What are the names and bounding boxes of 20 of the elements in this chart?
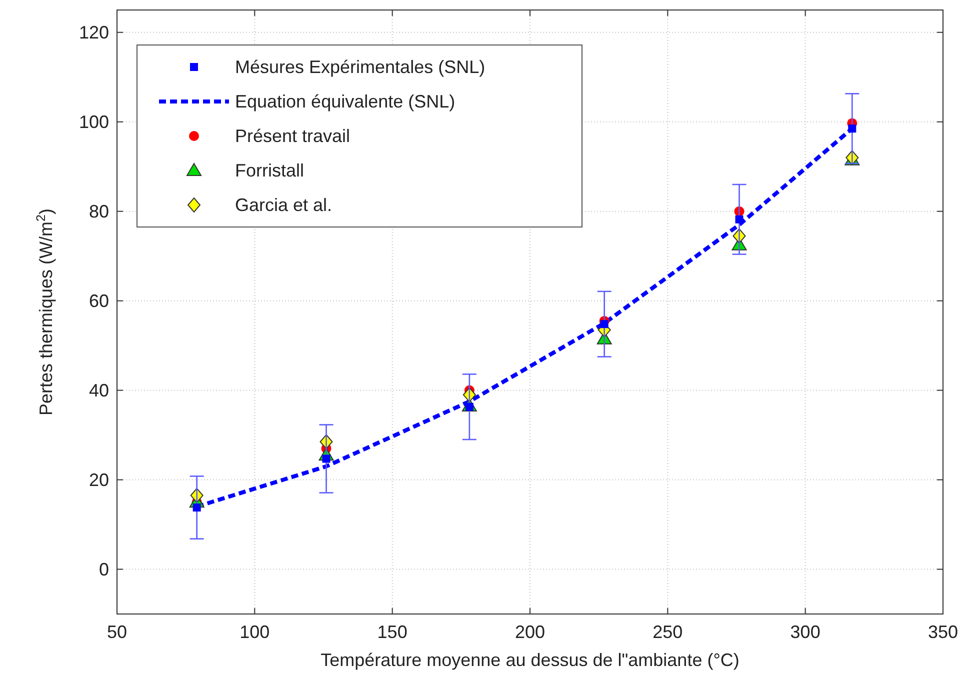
x-tick-label: 250 [652, 622, 683, 642]
x-tick-label: 300 [790, 622, 820, 642]
y-tick-label: 40 [88, 380, 109, 400]
legend-label: Forristall [235, 160, 304, 180]
legend-label: Garcia et al. [235, 195, 332, 215]
y-tick-label: 100 [78, 112, 109, 132]
x-tick-label: 100 [240, 622, 270, 642]
x-tick-label: 50 [106, 622, 128, 642]
legend-label: Equation équivalente (SNL) [235, 92, 456, 112]
y-tick-label: 120 [78, 22, 109, 42]
y-tick-label: 20 [88, 470, 109, 490]
x-tick-label: 150 [377, 622, 408, 642]
y-tick-label: 60 [88, 290, 109, 311]
legend-label: Mésures Expérimentales (SNL) [235, 57, 486, 77]
x-tick-label: 350 [928, 622, 958, 642]
legend-label: Présent travail [235, 126, 350, 146]
y-tick-label: 80 [88, 201, 109, 222]
x-axis-title: Température moyenne au dessus de l"ambiante (°C) [320, 650, 740, 670]
x-tick-label: 200 [514, 622, 546, 642]
y-tick-label: 0 [98, 559, 109, 580]
